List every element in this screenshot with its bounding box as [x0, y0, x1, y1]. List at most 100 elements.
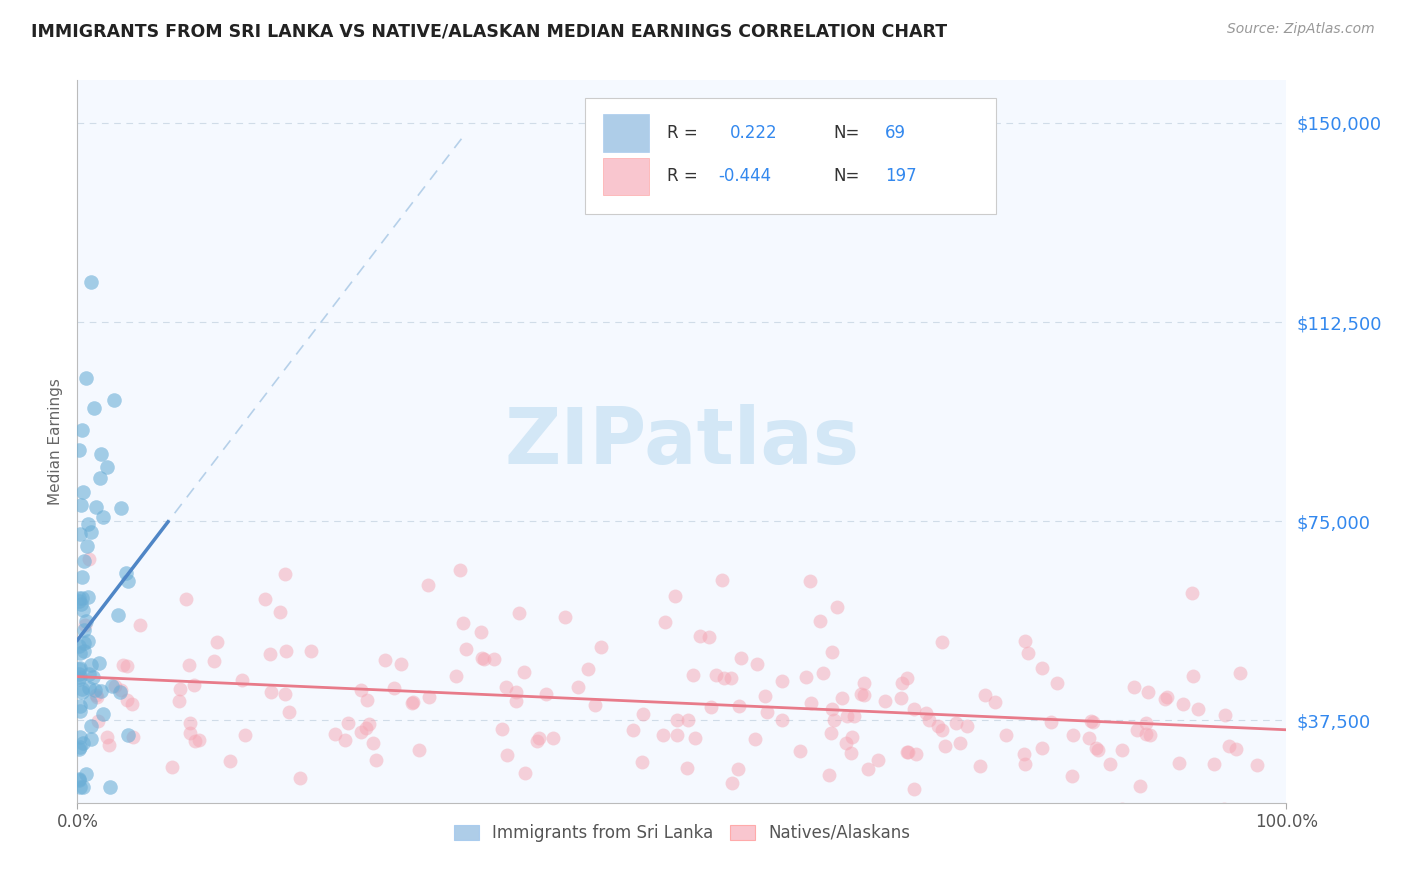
Point	[589, 640, 612, 655]
Point	[631, 755, 654, 769]
Point	[104, 679, 127, 693]
Point	[890, 690, 912, 705]
Point	[844, 708, 866, 723]
Text: 197: 197	[884, 168, 917, 186]
Point	[896, 671, 918, 685]
Point	[744, 731, 766, 746]
Point	[1135, 716, 1157, 731]
Point	[621, 723, 644, 737]
Point	[69, 661, 91, 675]
Point	[77, 666, 100, 681]
Point	[83, 401, 105, 415]
Point	[69, 526, 91, 541]
Point	[179, 715, 201, 730]
Point	[1031, 661, 1053, 675]
Point	[720, 671, 742, 685]
Point	[945, 715, 967, 730]
Point	[174, 592, 197, 607]
Point	[408, 742, 430, 756]
Point	[515, 765, 537, 780]
Point	[541, 731, 564, 746]
Point	[704, 668, 727, 682]
Point	[444, 669, 467, 683]
Point	[218, 755, 240, 769]
Point	[86, 690, 108, 705]
Point	[903, 781, 925, 796]
Point	[69, 597, 91, 611]
Point	[117, 574, 139, 588]
Point	[1046, 675, 1069, 690]
Point	[1213, 708, 1236, 723]
Point	[69, 699, 91, 714]
Point	[73, 624, 96, 638]
Point	[69, 498, 91, 512]
Point	[115, 566, 138, 581]
Point	[80, 719, 103, 733]
Point	[299, 644, 322, 658]
Point	[1225, 742, 1247, 756]
FancyBboxPatch shape	[603, 114, 650, 152]
Point	[700, 700, 723, 714]
Point	[918, 713, 941, 727]
Point	[1154, 691, 1177, 706]
Point	[1083, 714, 1105, 729]
Point	[188, 733, 211, 747]
Point	[350, 682, 373, 697]
Point	[67, 742, 90, 756]
Point	[160, 760, 183, 774]
Point	[418, 690, 440, 704]
Point	[80, 275, 103, 289]
Point	[323, 727, 346, 741]
Point	[820, 726, 842, 740]
Point	[631, 706, 654, 721]
Point	[69, 704, 91, 718]
Point	[730, 651, 752, 665]
Point	[526, 734, 548, 748]
Text: 69: 69	[884, 124, 905, 142]
Point	[1014, 634, 1036, 648]
Text: Source: ZipAtlas.com: Source: ZipAtlas.com	[1227, 22, 1375, 37]
Point	[853, 688, 876, 702]
Point	[664, 589, 686, 603]
Point	[835, 736, 858, 750]
Point	[274, 687, 297, 701]
Point	[72, 591, 94, 605]
Point	[818, 768, 841, 782]
Point	[471, 651, 494, 665]
Point	[903, 702, 925, 716]
Point	[67, 594, 90, 608]
Point	[896, 745, 918, 759]
Point	[1080, 714, 1102, 729]
Point	[527, 731, 550, 745]
Point	[231, 673, 253, 688]
Point	[931, 635, 953, 649]
Point	[1171, 697, 1194, 711]
Point	[1135, 727, 1157, 741]
Point	[841, 731, 863, 745]
Point	[873, 694, 896, 708]
Point	[335, 733, 357, 747]
Point	[202, 655, 225, 669]
Point	[1229, 665, 1251, 680]
Point	[101, 679, 124, 693]
Point	[831, 690, 853, 705]
Point	[835, 708, 858, 723]
Point	[713, 671, 735, 685]
Point	[676, 713, 699, 727]
Point	[1087, 743, 1109, 757]
Point	[67, 666, 90, 681]
Point	[75, 371, 97, 385]
Point	[821, 701, 844, 715]
Point	[1062, 728, 1084, 742]
FancyBboxPatch shape	[603, 158, 650, 195]
Point	[184, 734, 207, 748]
Point	[728, 698, 751, 713]
Point	[79, 551, 101, 566]
Point	[796, 670, 818, 684]
Point	[69, 670, 91, 684]
Point	[115, 693, 138, 707]
Point	[73, 554, 96, 568]
Point	[1039, 715, 1062, 730]
Point	[273, 567, 295, 582]
Point	[821, 645, 844, 659]
